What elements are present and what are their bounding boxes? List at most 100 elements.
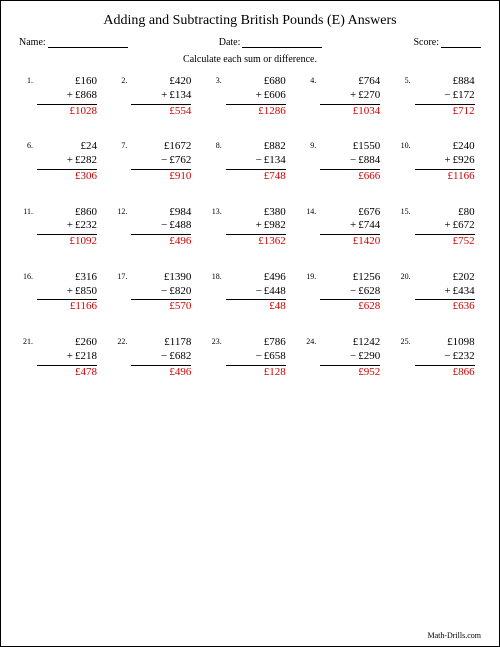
- problem-number: 1.: [19, 75, 33, 85]
- answer: £1092: [37, 235, 97, 249]
- name-field: Name:: [19, 37, 128, 48]
- operand-bottom: +£672: [415, 219, 475, 235]
- name-label: Name:: [19, 37, 46, 48]
- problem-number: 22.: [113, 336, 127, 346]
- operand-top: £1550: [320, 140, 380, 154]
- operator: −: [161, 285, 167, 297]
- operator: +: [444, 219, 450, 231]
- operator: +: [67, 350, 73, 362]
- problem-stack: £764+£270£1034: [320, 75, 380, 118]
- problem: 1. £160+£868£1028: [19, 75, 103, 118]
- problem-stack: £260+£218£478: [37, 336, 97, 379]
- problem-number: 12.: [113, 206, 127, 216]
- operand-top: £1098: [415, 336, 475, 350]
- operand-bottom: +£434: [415, 285, 475, 301]
- operand-bottom: −£820: [131, 285, 191, 301]
- operand-top: £786: [226, 336, 286, 350]
- problem: 16. £316+£850£1166: [19, 271, 103, 314]
- problem-stack: £676+£744£1420: [320, 206, 380, 249]
- problem-number: 14.: [302, 206, 316, 216]
- operand-bottom: +£850: [37, 285, 97, 301]
- answer: £1166: [415, 170, 475, 184]
- problem-stack: £786−£658£128: [226, 336, 286, 379]
- instruction-text: Calculate each sum or difference.: [19, 54, 481, 65]
- problem-number: 2.: [113, 75, 127, 85]
- operator: −: [444, 350, 450, 362]
- operand-top: £380: [226, 206, 286, 220]
- score-field: Score:: [413, 37, 481, 48]
- answer: £910: [131, 170, 191, 184]
- operand-top: £882: [226, 140, 286, 154]
- problem: 23.£786−£658£128: [208, 336, 292, 379]
- problem-number: 5.: [397, 75, 411, 85]
- problem-stack: £240+£926£1166: [415, 140, 475, 183]
- answer: £1166: [37, 300, 97, 314]
- problem-stack: £160+£868£1028: [37, 75, 97, 118]
- operand-bottom: +£982: [226, 219, 286, 235]
- operator: +: [256, 219, 262, 231]
- problem-number: 21.: [19, 336, 33, 346]
- answer: £554: [131, 105, 191, 119]
- operand-bottom: −£884: [320, 154, 380, 170]
- problem: 25.£1098−£232£866: [397, 336, 481, 379]
- operand-bottom: +£606: [226, 89, 286, 105]
- problem-stack: £202+£434£636: [415, 271, 475, 314]
- answer: £748: [226, 170, 286, 184]
- operand-top: £24: [37, 140, 97, 154]
- problem-number: 13.: [208, 206, 222, 216]
- problem-number: 24.: [302, 336, 316, 346]
- problem-number: 6.: [19, 140, 33, 150]
- problem-number: 20.: [397, 271, 411, 281]
- operand-top: £1390: [131, 271, 191, 285]
- operand-bottom: +£282: [37, 154, 97, 170]
- problem-number: 17.: [113, 271, 127, 281]
- operator: −: [256, 350, 262, 362]
- operand-bottom: −£762: [131, 154, 191, 170]
- operator: +: [67, 219, 73, 231]
- problem-number: 9.: [302, 140, 316, 150]
- date-label: Date:: [219, 37, 241, 48]
- operand-bottom: +£218: [37, 350, 97, 366]
- problem-stack: £860+£232£1092: [37, 206, 97, 249]
- problem-stack: £80+£672£752: [415, 206, 475, 249]
- operand-top: £316: [37, 271, 97, 285]
- date-line: [242, 38, 322, 48]
- operand-bottom: −£134: [226, 154, 286, 170]
- operand-top: £420: [131, 75, 191, 89]
- operand-bottom: −£628: [320, 285, 380, 301]
- operand-top: £764: [320, 75, 380, 89]
- problem-number: 25.: [397, 336, 411, 346]
- problem: 6. £24+£282£306: [19, 140, 103, 183]
- operand-bottom: +£868: [37, 89, 97, 105]
- problem: 15.£80+£672£752: [397, 206, 481, 249]
- answer: £128: [226, 366, 286, 380]
- problem-stack: £1256−£628£628: [320, 271, 380, 314]
- operator: −: [350, 154, 356, 166]
- problem-stack: £1672−£762£910: [131, 140, 191, 183]
- operator: −: [161, 350, 167, 362]
- problem: 11.£860+£232£1092: [19, 206, 103, 249]
- problem: 14. £676+£744£1420: [302, 206, 386, 249]
- problem-number: 16.: [19, 271, 33, 281]
- problem: 3.£680+£606£1286: [208, 75, 292, 118]
- operand-bottom: +£270: [320, 89, 380, 105]
- problem-stack: £680+£606£1286: [226, 75, 286, 118]
- problem-stack: £884−£172£712: [415, 75, 475, 118]
- page-title: Adding and Subtracting British Pounds (E…: [19, 13, 481, 29]
- operator: −: [161, 219, 167, 231]
- operand-top: £884: [415, 75, 475, 89]
- date-field: Date:: [219, 37, 323, 48]
- answer: £478: [37, 366, 97, 380]
- problem: 4.£764+£270£1034: [302, 75, 386, 118]
- answer: £48: [226, 300, 286, 314]
- problem-stack: £496−£448£48: [226, 271, 286, 314]
- problem-stack: £316+£850£1166: [37, 271, 97, 314]
- answer: £306: [37, 170, 97, 184]
- problem-stack: £1178−£682£496: [131, 336, 191, 379]
- operand-bottom: −£682: [131, 350, 191, 366]
- operand-bottom: −£448: [226, 285, 286, 301]
- operand-bottom: −£172: [415, 89, 475, 105]
- answer: £752: [415, 235, 475, 249]
- problem-number: 8.: [208, 140, 222, 150]
- operand-bottom: +£744: [320, 219, 380, 235]
